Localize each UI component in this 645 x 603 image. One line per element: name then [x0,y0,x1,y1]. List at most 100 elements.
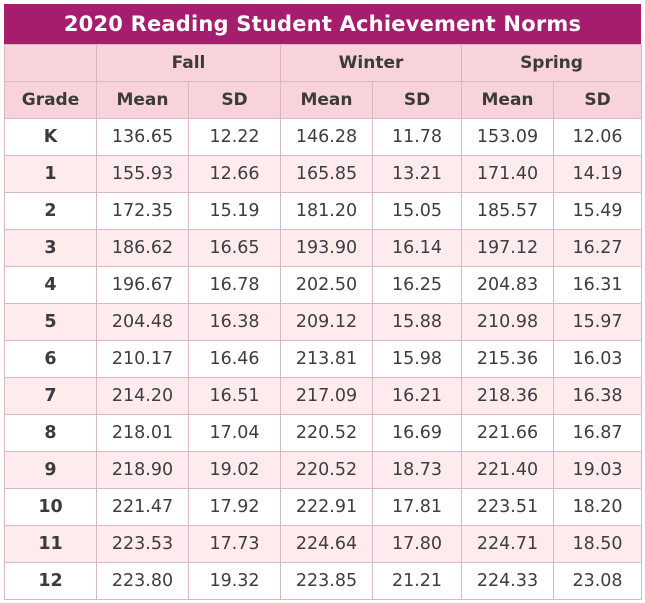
cell-grade: 2 [4,192,97,230]
cell-spring-mean: 224.33 [461,562,555,600]
cell-spring-mean: 210.98 [461,303,555,341]
cell-winter-sd: 11.78 [371,118,463,156]
cell-fall-sd: 16.51 [188,377,281,415]
cell-spring-mean: 171.40 [461,155,555,193]
cell-spring-sd: 18.50 [553,525,643,563]
cell-spring-sd: 23.08 [553,562,643,600]
cell-fall-sd: 16.78 [188,266,281,304]
cell-fall-mean: 218.90 [96,451,189,489]
cell-winter-sd: 21.21 [371,562,463,600]
cell-winter-sd: 13.21 [371,155,463,193]
cell-grade: 9 [4,451,97,489]
cell-fall-mean: 221.47 [96,488,189,526]
cell-grade: 12 [4,562,97,600]
cell-winter-mean: 217.09 [280,377,373,415]
cell-winter-mean: 224.64 [280,525,373,563]
cell-fall-mean: 223.80 [96,562,189,600]
cell-grade: 10 [4,488,97,526]
blank-corner-cell [4,44,97,82]
cell-winter-sd: 18.73 [371,451,463,489]
cell-winter-mean: 202.50 [280,266,373,304]
cell-spring-sd: 16.31 [553,266,643,304]
table-title: 2020 Reading Student Achievement Norms [4,4,641,44]
table-row: 5 204.48 16.38 209.12 15.88 210.98 15.97 [4,303,643,341]
cell-spring-mean: 221.40 [461,451,555,489]
cell-fall-sd: 15.19 [188,192,281,230]
table-row: 6 210.17 16.46 213.81 15.98 215.36 16.03 [4,340,643,378]
cell-fall-mean: 172.35 [96,192,189,230]
cell-winter-sd: 16.69 [371,414,463,452]
cell-winter-sd: 16.21 [371,377,463,415]
cell-spring-sd: 18.20 [553,488,643,526]
cell-spring-sd: 14.19 [553,155,643,193]
spring-sd-header: SD [553,81,643,119]
cell-fall-mean: 155.93 [96,155,189,193]
norms-table-body: K 136.65 12.22 146.28 11.78 153.09 12.06 1 155.9… [4,118,643,600]
cell-winter-mean: 220.52 [280,414,373,452]
cell-fall-sd: 19.02 [188,451,281,489]
table-row: 10 221.47 17.92 222.91 17.81 223.51 18.20 [4,488,643,526]
season-header-row: Fall Winter Spring [4,44,643,82]
cell-fall-mean: 136.65 [96,118,189,156]
norms-table: Fall Winter Spring Grade Mean SD Mean SD… [4,44,643,600]
cell-winter-mean: 146.28 [280,118,373,156]
cell-spring-mean: 215.36 [461,340,555,378]
cell-fall-sd: 16.65 [188,229,281,267]
cell-spring-mean: 204.83 [461,266,555,304]
cell-fall-mean: 218.01 [96,414,189,452]
cell-fall-mean: 210.17 [96,340,189,378]
cell-spring-sd: 15.97 [553,303,643,341]
fall-sd-header: SD [188,81,281,119]
cell-fall-sd: 19.32 [188,562,281,600]
table-row: 9 218.90 19.02 220.52 18.73 221.40 19.03 [4,451,643,489]
cell-spring-mean: 224.71 [461,525,555,563]
cell-grade: 6 [4,340,97,378]
spring-mean-header: Mean [461,81,555,119]
table-row: 4 196.67 16.78 202.50 16.25 204.83 16.31 [4,266,643,304]
cell-winter-sd: 17.81 [371,488,463,526]
cell-fall-mean: 186.62 [96,229,189,267]
cell-winter-mean: 181.20 [280,192,373,230]
cell-winter-mean: 165.85 [280,155,373,193]
cell-spring-mean: 153.09 [461,118,555,156]
cell-spring-sd: 16.38 [553,377,643,415]
column-header-row: Grade Mean SD Mean SD Mean SD [4,81,643,119]
winter-mean-header: Mean [280,81,373,119]
cell-grade: 3 [4,229,97,267]
season-header-winter: Winter [279,44,463,82]
cell-fall-sd: 17.73 [188,525,281,563]
fall-mean-header: Mean [96,81,189,119]
cell-fall-sd: 16.38 [188,303,281,341]
grade-header: Grade [4,81,97,119]
cell-spring-sd: 16.03 [553,340,643,378]
cell-spring-sd: 19.03 [553,451,643,489]
cell-grade: 7 [4,377,97,415]
cell-spring-mean: 221.66 [461,414,555,452]
cell-spring-sd: 16.27 [553,229,643,267]
cell-winter-sd: 15.88 [371,303,463,341]
cell-fall-sd: 17.92 [188,488,281,526]
cell-fall-mean: 196.67 [96,266,189,304]
cell-spring-sd: 15.49 [553,192,643,230]
cell-winter-mean: 209.12 [280,303,373,341]
cell-spring-mean: 185.57 [461,192,555,230]
cell-spring-sd: 16.87 [553,414,643,452]
table-row: 7 214.20 16.51 217.09 16.21 218.36 16.38 [4,377,643,415]
table-row: 8 218.01 17.04 220.52 16.69 221.66 16.87 [4,414,643,452]
cell-fall-mean: 204.48 [96,303,189,341]
cell-winter-sd: 16.25 [371,266,463,304]
cell-grade: 4 [4,266,97,304]
cell-grade: K [4,118,97,156]
cell-winter-sd: 17.80 [371,525,463,563]
cell-fall-sd: 12.66 [188,155,281,193]
season-header-spring: Spring [461,44,643,82]
winter-sd-header: SD [371,81,463,119]
cell-winter-mean: 222.91 [280,488,373,526]
cell-winter-mean: 223.85 [280,562,373,600]
cell-winter-sd: 16.14 [371,229,463,267]
cell-spring-mean: 197.12 [461,229,555,267]
table-row: 12 223.80 19.32 223.85 21.21 224.33 23.08 [4,562,643,600]
season-header-fall: Fall [96,44,281,82]
table-row: K 136.65 12.22 146.28 11.78 153.09 12.06 [4,118,643,156]
